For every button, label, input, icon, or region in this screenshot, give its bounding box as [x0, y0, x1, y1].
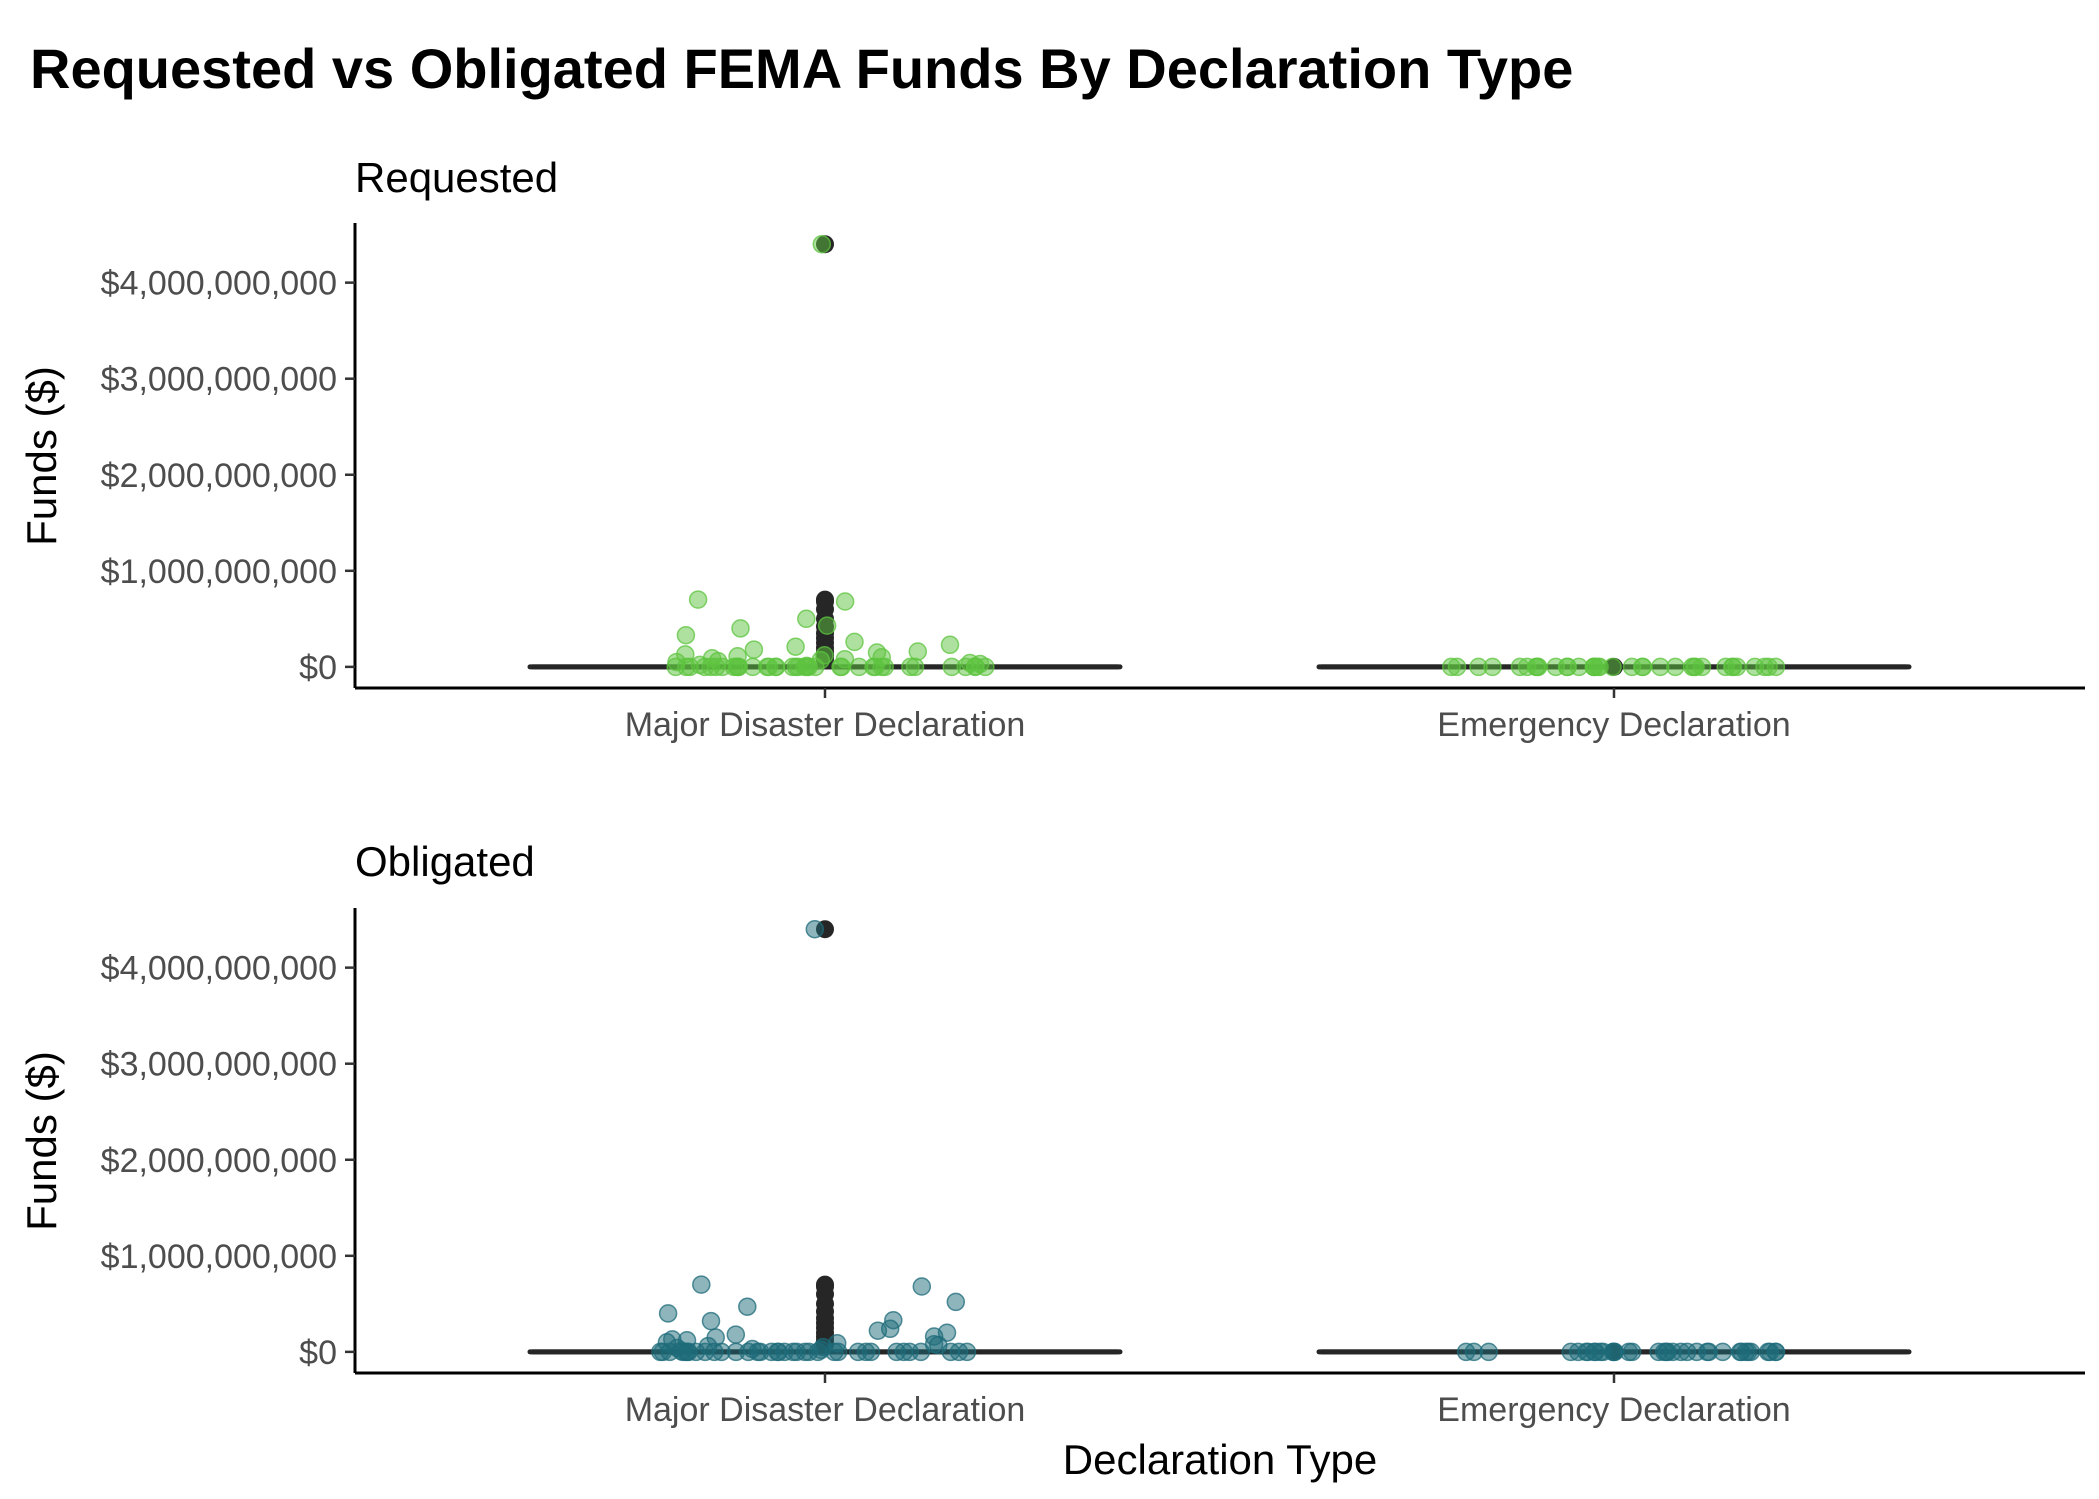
x-axis-title: Declaration Type: [1063, 1436, 1377, 1483]
data-point: [1527, 657, 1547, 677]
data-point: [731, 619, 750, 638]
facet-label: Obligated: [355, 838, 535, 885]
data-point: [795, 657, 814, 677]
data-point: [666, 657, 685, 677]
data-point: [724, 657, 744, 677]
data-point: [744, 640, 764, 659]
data-point: [1766, 1342, 1786, 1362]
data-point: [887, 1342, 906, 1362]
data-point: [1622, 1342, 1642, 1362]
data-point: [712, 1342, 731, 1362]
data-point: [1633, 657, 1653, 677]
data-point: [795, 1342, 815, 1362]
y-tick-label: $1,000,000,000: [101, 1238, 337, 1276]
x-tick-label: Major Disaster Declaration: [625, 1391, 1026, 1429]
data-point: [1456, 1342, 1476, 1362]
y-tick-label: $4,000,000,000: [101, 950, 337, 988]
data-point: [1677, 1342, 1697, 1362]
data-point: [946, 1292, 966, 1312]
panel-requested: Requested Funds ($) $0 $1,000,000,000 $2,000…: [18, 154, 2085, 744]
y-tick-label: $3,000,000,000: [101, 361, 337, 399]
data-point: [1657, 1342, 1676, 1362]
x-tick-label: Major Disaster Declaration: [625, 706, 1026, 744]
data-point: [912, 1277, 932, 1296]
data-point: [1697, 1342, 1717, 1362]
data-point: [825, 1342, 844, 1362]
x-tick-label: Emergency Declaration: [1437, 706, 1790, 744]
data-point: [1590, 657, 1609, 677]
data-point: [1730, 1342, 1750, 1362]
facet-label: Requested: [355, 154, 558, 201]
data-point: [1593, 1342, 1613, 1362]
data-point: [1713, 1342, 1732, 1362]
data-point: [757, 657, 777, 677]
y-tick-label: $2,000,000,000: [101, 457, 337, 495]
data-point: [965, 657, 985, 677]
chart-title: Requested vs Obligated FEMA Funds By Dec…: [30, 37, 1573, 100]
panels: Requested Funds ($) $0 $1,000,000,000 $2,000…: [18, 154, 2085, 1429]
data-point: [1683, 657, 1702, 677]
data-point: [940, 635, 960, 655]
data-point: [726, 1325, 746, 1344]
data-point: [812, 234, 832, 254]
data-point: [1469, 657, 1488, 677]
data-point: [848, 1342, 868, 1362]
data-point: [1666, 657, 1685, 677]
data-point: [775, 1342, 794, 1362]
data-point: [692, 1275, 711, 1294]
data-point: [1558, 657, 1577, 677]
data-point: [1727, 657, 1747, 677]
data-point: [949, 1342, 969, 1362]
y-tick-label: $4,000,000,000: [101, 265, 337, 303]
data-point: [701, 1311, 721, 1331]
y-tick-label: $2,000,000,000: [101, 1142, 337, 1180]
data-point: [835, 592, 855, 611]
data-point: [908, 642, 928, 661]
data-point: [676, 625, 696, 645]
data-point: [786, 637, 805, 656]
y-axis-title: Funds ($): [18, 1051, 65, 1231]
data-point: [1561, 1342, 1581, 1362]
data-point: [1510, 657, 1530, 677]
data-point: [751, 1342, 770, 1362]
data-point: [864, 657, 883, 677]
data-point: [805, 919, 825, 939]
y-tick-label: $0: [299, 649, 337, 687]
data-point: [1442, 657, 1461, 677]
data-point: [831, 657, 850, 677]
data-point: [797, 609, 816, 629]
data-point: [942, 657, 962, 677]
data-point: [901, 657, 920, 677]
data-point: [1766, 657, 1786, 677]
data-point: [658, 1304, 678, 1323]
data-point: [868, 1321, 888, 1340]
y-axis-title: Funds ($): [18, 366, 65, 546]
x-tick-label: Emergency Declaration: [1437, 1391, 1790, 1429]
data-point: [688, 590, 708, 609]
panel-obligated: Obligated Funds ($) $0 $1,000,000,000 $2,000…: [18, 838, 2085, 1429]
y-tick-label: $3,000,000,000: [101, 1046, 337, 1084]
data-point: [738, 1297, 757, 1316]
y-tick-label: $1,000,000,000: [101, 553, 337, 591]
y-tick-label: $0: [299, 1334, 337, 1372]
data-point: [845, 632, 864, 652]
data-point: [817, 616, 837, 635]
data-point: [660, 1342, 679, 1362]
